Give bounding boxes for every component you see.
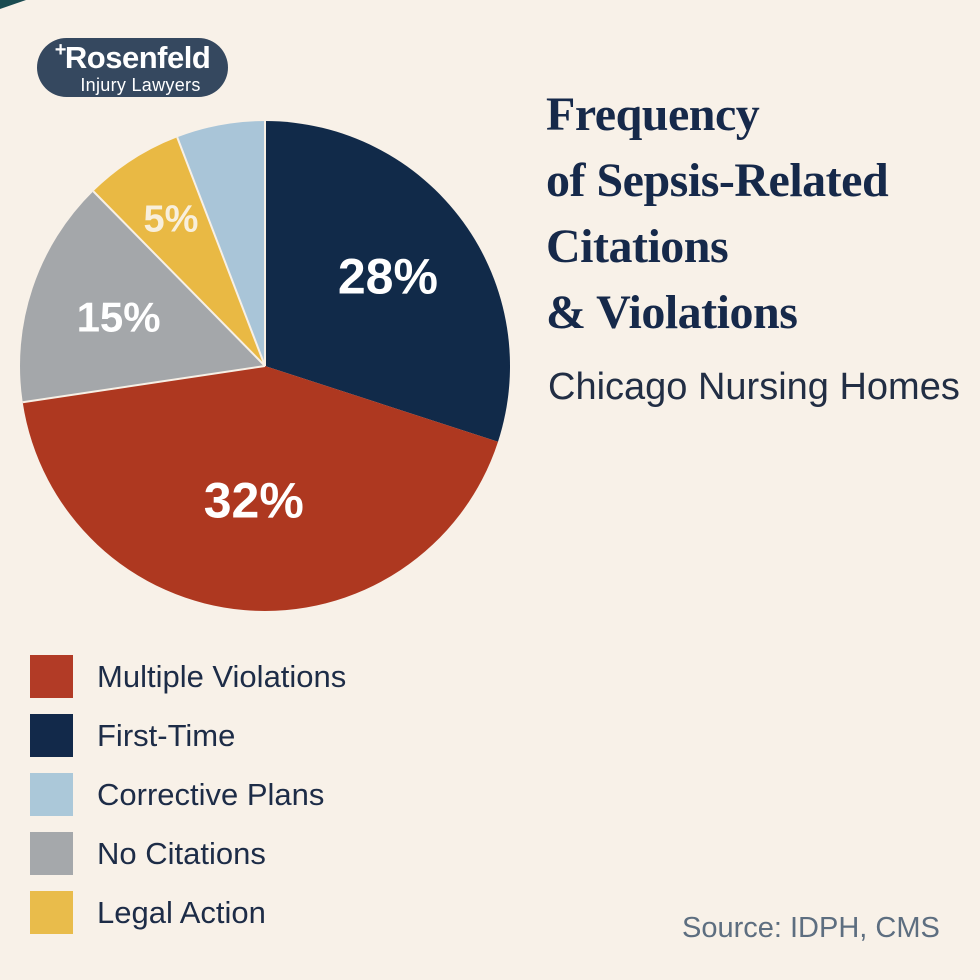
legend-swatch-first-time	[30, 714, 73, 757]
legend-item-first-time: First-Time	[30, 714, 346, 757]
legend-label: No Citations	[97, 835, 266, 871]
legend-label: Multiple Violations	[97, 658, 347, 694]
title-line-3: Citations	[546, 220, 729, 273]
legend-swatch-multiple-violations	[30, 655, 73, 698]
title-line-4: & Violations	[546, 286, 798, 339]
legend: Multiple Violations First-Time Correctiv…	[30, 655, 346, 934]
source-attribution: Source: IDPH, CMS	[682, 912, 940, 944]
pie-label-no-citations: 15%	[77, 294, 161, 341]
legend-label: Corrective Plans	[97, 776, 325, 812]
pie-slice-corrective-plans	[177, 121, 265, 366]
pie-label-multiple-violations: 32%	[204, 472, 304, 528]
logo-tagline: Injury Lawyers	[80, 74, 201, 95]
slice-separator	[92, 190, 266, 367]
logo-name-text: Rosenfeld	[64, 39, 211, 75]
logo-name: + Rosenfeld	[54, 38, 211, 75]
legend-label: Legal Action	[97, 894, 266, 930]
chart-title: Frequency of Sepsis-Related Citations & …	[546, 82, 889, 346]
legend-label: First-Time	[97, 717, 236, 753]
legend-item-corrective-plans: Corrective Plans	[30, 773, 346, 816]
corner-artifact	[0, 0, 26, 9]
title-line-2: of Sepsis-Related	[546, 154, 889, 207]
pie-slice-multiple-violations	[22, 366, 499, 612]
pie-slice-legal-action	[93, 137, 265, 366]
plus-cross-icon: +	[54, 38, 67, 61]
legend-swatch-corrective-plans	[30, 773, 73, 816]
legend-item-legal-action: Legal Action	[30, 891, 346, 934]
chart-subtitle: Chicago Nursing Homes	[548, 366, 960, 408]
slice-separator	[22, 365, 266, 404]
legend-item-no-citations: No Citations	[30, 832, 346, 875]
slice-separator	[176, 136, 266, 367]
legend-swatch-legal-action	[30, 891, 73, 934]
legend-swatch-no-citations	[30, 832, 73, 875]
pie-label-legal-action: 5%	[143, 199, 198, 241]
rosenfeld-logo: + Rosenfeld Injury Lawyers	[37, 38, 228, 97]
pie-label-first-time: 28%	[338, 249, 438, 305]
pie-slice-no-citations	[19, 191, 265, 403]
title-line-1: Frequency	[546, 88, 760, 141]
legend-item-multiple-violations: Multiple Violations	[30, 655, 346, 698]
pie-slice-first-time	[265, 121, 511, 442]
